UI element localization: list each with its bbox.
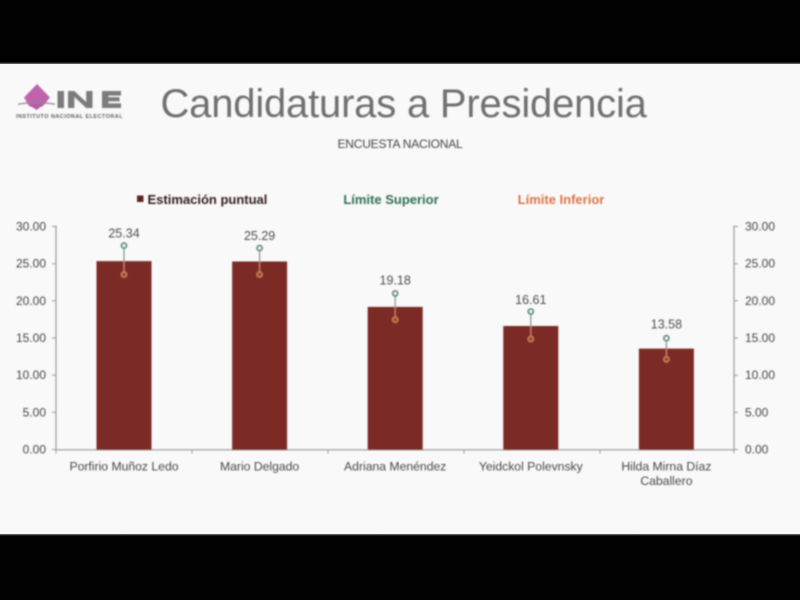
svg-text:Hilda Mirna Díaz: Hilda Mirna Díaz [621, 460, 711, 474]
svg-text:10.00: 10.00 [16, 368, 46, 382]
svg-text:Yeidckol Polevnsky: Yeidckol Polevnsky [479, 460, 584, 474]
svg-text:Estimación puntual: Estimación puntual [148, 192, 268, 207]
svg-text:Adriana Menéndez: Adriana Menéndez [344, 460, 446, 474]
svg-text:16.61: 16.61 [515, 293, 546, 307]
svg-text:10.00: 10.00 [745, 368, 775, 382]
svg-text:25.00: 25.00 [745, 257, 775, 271]
svg-text:0.00: 0.00 [23, 443, 47, 457]
svg-text:19.18: 19.18 [380, 273, 411, 287]
svg-text:30.00: 30.00 [745, 220, 775, 234]
svg-text:15.00: 15.00 [745, 331, 775, 345]
svg-text:30.00: 30.00 [16, 220, 46, 234]
svg-text:Candidaturas a Presidencia: Candidaturas a Presidencia [161, 82, 648, 126]
svg-text:0.00: 0.00 [745, 443, 769, 457]
svg-text:20.00: 20.00 [16, 294, 46, 308]
svg-text:25.29: 25.29 [244, 229, 275, 243]
svg-text:5.00: 5.00 [23, 405, 47, 419]
svg-text:Caballero: Caballero [640, 474, 692, 488]
svg-text:13.58: 13.58 [651, 317, 682, 331]
svg-text:25.34: 25.34 [108, 227, 139, 241]
svg-text:Límite Inferior: Límite Inferior [518, 192, 605, 207]
svg-text:Límite Superior: Límite Superior [343, 192, 438, 207]
svg-text:ENCUESTA NACIONAL: ENCUESTA NACIONAL [337, 137, 463, 151]
svg-text:15.00: 15.00 [16, 331, 46, 345]
svg-text:INSTITUTO NACIONAL ELECTORAL: INSTITUTO NACIONAL ELECTORAL [16, 114, 123, 120]
svg-text:Porfirio Muñoz Ledo: Porfirio Muñoz Ledo [69, 460, 178, 474]
svg-text:5.00: 5.00 [745, 405, 769, 419]
svg-text:Mario Delgado: Mario Delgado [220, 460, 299, 474]
svg-text:20.00: 20.00 [745, 294, 775, 308]
svg-text:25.00: 25.00 [16, 257, 46, 271]
